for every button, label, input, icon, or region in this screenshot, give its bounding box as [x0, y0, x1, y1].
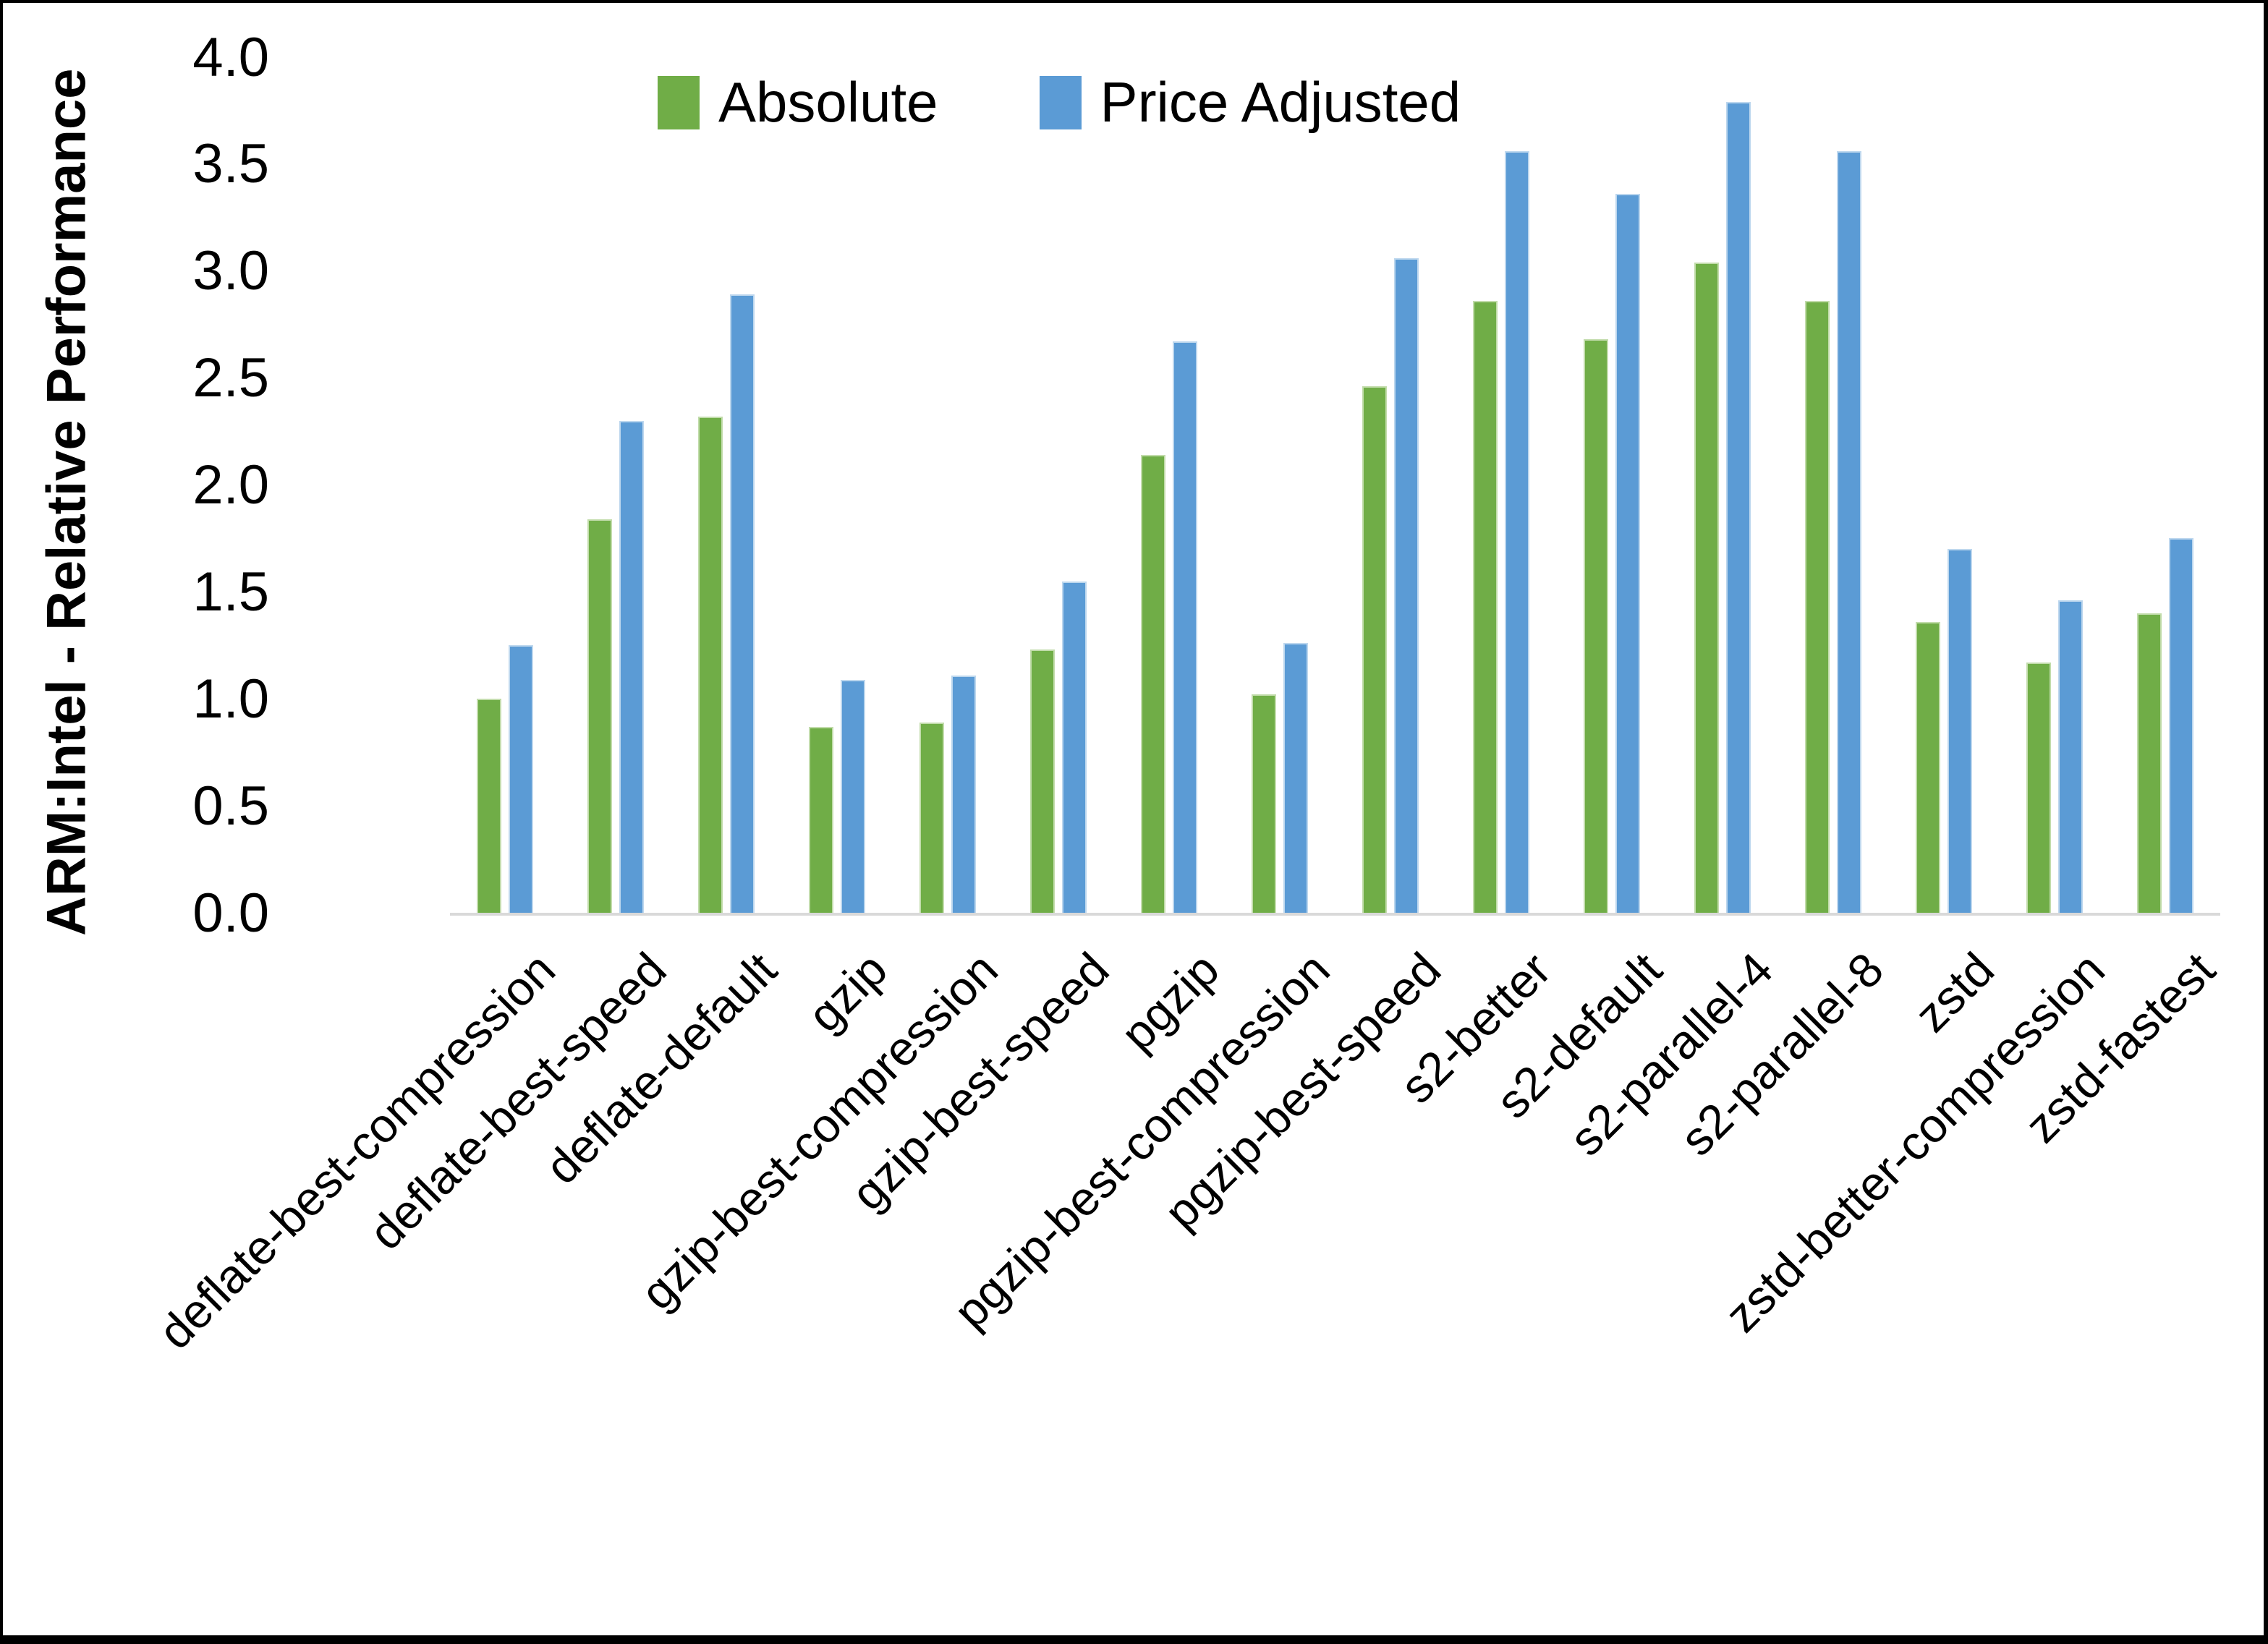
y-tick-label: 0.0: [192, 882, 269, 944]
bar-absolute-pgzip-best-compression: [1252, 694, 1277, 913]
bar-absolute-pgzip: [1141, 455, 1166, 913]
y-axis-title: ARM:Intel - Relative Performance: [35, 68, 98, 936]
bar-absolute-gzip: [809, 727, 834, 913]
legend-swatch-icon: [1039, 75, 1082, 129]
bar-group-gzip-best-compression: [893, 57, 1003, 913]
legend-item-absolute: Absolute: [658, 69, 938, 135]
bar-price-adjusted-zstd-better-compression: [2057, 600, 2083, 913]
bar-group-s2-better: [1445, 57, 1556, 913]
bar-group-pgzip: [1114, 57, 1225, 913]
y-tick-label: 4.0: [192, 26, 269, 88]
y-tick-label: 3.5: [192, 133, 269, 195]
bar-absolute-gzip-best-speed: [1030, 649, 1056, 913]
bar-absolute-deflate-default: [698, 417, 723, 913]
bar-group-gzip-best-speed: [1003, 57, 1114, 913]
bar-price-adjusted-gzip: [841, 680, 866, 913]
bar-absolute-zstd: [1915, 622, 1940, 913]
bar-price-adjusted-s2-default: [1615, 194, 1640, 913]
bar-price-adjusted-pgzip: [1173, 341, 1198, 913]
bar-price-adjusted-deflate-best-compression: [509, 645, 534, 913]
bar-price-adjusted-zstd: [1947, 549, 1972, 913]
y-tick-label: 3.0: [192, 240, 269, 302]
legend-label: Absolute: [718, 70, 938, 134]
bar-absolute-pgzip-best-speed: [1362, 386, 1387, 913]
legend-item-price-adjusted: Price Adjusted: [1039, 69, 1461, 135]
plot-area: [450, 57, 2220, 916]
y-tick-label: 2.5: [192, 347, 269, 409]
bar-group-pgzip-best-compression: [1225, 57, 1335, 913]
bar-group-deflate-default: [671, 57, 782, 913]
bar-absolute-s2-parallel-4: [1694, 263, 1719, 913]
bar-price-adjusted-s2-parallel-4: [1725, 102, 1751, 913]
chart-legend: Absolute Price Adjusted: [658, 69, 1461, 135]
bar-group-pgzip-best-speed: [1335, 57, 1446, 913]
bar-group-zstd-better-compression: [1999, 57, 2110, 913]
bar-price-adjusted-deflate-best-speed: [619, 421, 645, 913]
y-tick-label: 1.0: [192, 668, 269, 730]
bar-price-adjusted-zstd-fastest: [2168, 538, 2193, 913]
bar-absolute-s2-parallel-8: [1804, 301, 1830, 913]
bar-absolute-deflate-best-speed: [587, 519, 613, 913]
bar-group-s2-parallel-4: [1667, 57, 1778, 913]
bar-absolute-s2-better: [1472, 301, 1498, 913]
legend-swatch-icon: [658, 75, 700, 129]
bar-price-adjusted-s2-parallel-8: [1836, 151, 1861, 913]
x-tick-label-zstd: zstd: [1903, 942, 2004, 1042]
bar-group-deflate-best-speed: [561, 57, 671, 913]
bar-absolute-zstd-better-compression: [2026, 663, 2051, 913]
y-tick-label: 0.5: [192, 775, 269, 837]
bar-price-adjusted-s2-better: [1504, 151, 1529, 913]
bar-absolute-deflate-best-compression: [477, 699, 502, 913]
y-tick-label: 2.0: [192, 454, 269, 516]
bar-group-s2-default: [1556, 57, 1667, 913]
bar-group-gzip: [782, 57, 893, 913]
bar-price-adjusted-pgzip-best-speed: [1393, 258, 1419, 913]
bar-price-adjusted-gzip-best-compression: [951, 676, 977, 913]
bar-group-s2-parallel-8: [1778, 57, 1888, 913]
bar-price-adjusted-gzip-best-speed: [1062, 582, 1087, 913]
y-tick-label: 1.5: [192, 561, 269, 623]
bar-group-zstd: [1888, 57, 1999, 913]
bar-group-deflate-best-compression: [450, 57, 561, 913]
bar-absolute-gzip-best-compression: [919, 723, 945, 913]
legend-label: Price Adjusted: [1100, 70, 1461, 134]
bar-price-adjusted-pgzip-best-compression: [1283, 643, 1309, 913]
bar-group-zstd-fastest: [2110, 57, 2220, 913]
bar-price-adjusted-deflate-default: [730, 294, 755, 913]
bar-absolute-zstd-fastest: [2136, 613, 2162, 913]
bar-absolute-s2-default: [1583, 339, 1608, 913]
